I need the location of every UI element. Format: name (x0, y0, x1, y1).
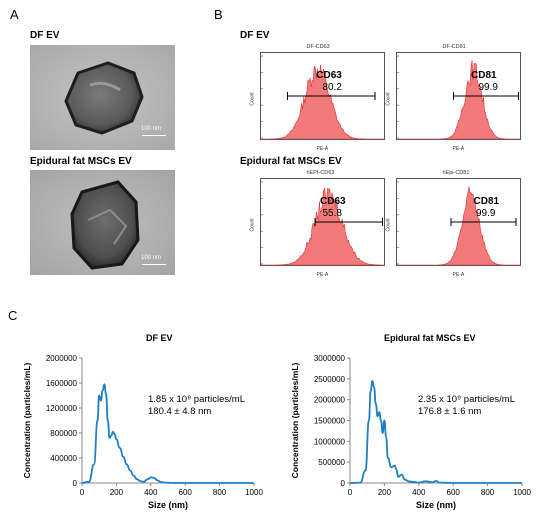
histogram-plot (396, 178, 521, 266)
hist-title: hEPI-CD63 (306, 170, 335, 176)
x-tick-label: 200 (378, 488, 392, 497)
y-tick-label: 0 (73, 479, 78, 488)
panel-letter-a: A (10, 7, 19, 22)
x-tick-label: 1000 (513, 488, 531, 497)
gate-percent: 99.9 (478, 82, 498, 93)
gate-marker-name: CD63 (320, 196, 346, 207)
gate-percent: 99.9 (476, 208, 496, 219)
x-axis-label: Size (nm) (416, 500, 456, 510)
tem-image-df: 100 nm (30, 45, 175, 150)
y-axis-label: Concentration (particles/mL) (290, 362, 300, 478)
x-tick-label: 0 (348, 488, 353, 497)
x-tick-label: 600 (447, 488, 461, 497)
y-tick-label: 500000 (318, 458, 345, 467)
tem-title-df: DF EV (30, 30, 60, 41)
y-tick-label: 800000 (50, 429, 77, 438)
y-tick-label: 2000000 (314, 396, 346, 405)
y-tick-label: 1000000 (314, 437, 346, 446)
nta-annotation-epi: 2.35 x 10⁹ particles/mL 176.8 ± 1.6 nm (418, 394, 515, 418)
gate-percent: 80.2 (322, 82, 342, 93)
gate-marker-name: CD81 (471, 70, 497, 81)
x-tick-label: 800 (213, 488, 227, 497)
histogram-plot (396, 52, 521, 140)
x-tick-label: 800 (481, 488, 495, 497)
hist-title: DF-CD63 (306, 44, 330, 50)
x-tick-label: 200 (110, 488, 124, 497)
tem-scale-df: 100 nm (141, 126, 162, 132)
y-tick-label: 400000 (50, 454, 77, 463)
nta-annotation-df: 1.85 x 10⁹ particles/mL 180.4 ± 4.8 nm (148, 394, 245, 418)
histogram-area (396, 60, 521, 140)
histogram-plot (260, 52, 385, 140)
y-tick-label: 1500000 (314, 417, 346, 426)
flow-group-title-epi: Epidural fat MSCs EV (240, 156, 342, 167)
histogram-area (260, 187, 385, 266)
y-tick-label: 3000000 (314, 354, 346, 363)
histogram-plot (260, 178, 385, 266)
nta-annotation-df-line2: 180.4 ± 4.8 nm (148, 406, 212, 417)
hist-xlabel: PE-A (452, 272, 465, 278)
x-tick-label: 1000 (245, 488, 263, 497)
y-tick-label: 2000000 (46, 354, 78, 363)
y-tick-label: 2500000 (314, 375, 346, 384)
tem-scale-epi: 100 nm (141, 255, 162, 261)
gate-percent: 55.8 (322, 208, 342, 219)
histogram-area (260, 65, 385, 140)
hist-title: hEpi-CD81 (442, 170, 470, 176)
histogram-area (396, 186, 521, 266)
hist-xlabel: PE-A (316, 272, 329, 278)
nta-annotation-epi-line2: 176.8 ± 1.6 nm (418, 406, 482, 417)
panel-letter-c: C (8, 308, 18, 323)
x-tick-label: 400 (144, 488, 158, 497)
gate-marker-name: CD63 (316, 70, 342, 81)
gate-marker-name: CD81 (473, 196, 500, 207)
series-line (81, 383, 254, 484)
series-line (349, 380, 522, 484)
nta-title-epi: Epidural fat MSCs EV (384, 333, 476, 343)
y-tick-label: 1600000 (46, 379, 78, 388)
tem-image-epi: 100 nm (30, 170, 175, 275)
x-tick-label: 400 (412, 488, 426, 497)
hist-xlabel: PE-A (316, 146, 329, 152)
nta-annotation-df-line1: 1.85 x 10⁹ particles/mL (148, 394, 246, 405)
nta-title-df: DF EV (146, 333, 173, 343)
x-tick-label: 0 (80, 488, 85, 497)
y-tick-label: 1200000 (46, 404, 78, 413)
panel-letter-b: B (214, 7, 223, 22)
nta-annotation-epi-line1: 2.35 x 10⁹ particles/mL (418, 394, 516, 405)
y-tick-label: 0 (341, 479, 346, 488)
y-axis-label: Concentration (particles/mL) (22, 362, 32, 478)
hist-xlabel: PE-A (452, 146, 465, 152)
tem-title-epi: Epidural fat MSCs EV (30, 156, 132, 167)
x-axis-label: Size (nm) (148, 500, 188, 510)
x-tick-label: 600 (179, 488, 193, 497)
flow-group-title-df: DF EV (240, 30, 270, 41)
hist-title: DF-CD81 (442, 44, 466, 50)
